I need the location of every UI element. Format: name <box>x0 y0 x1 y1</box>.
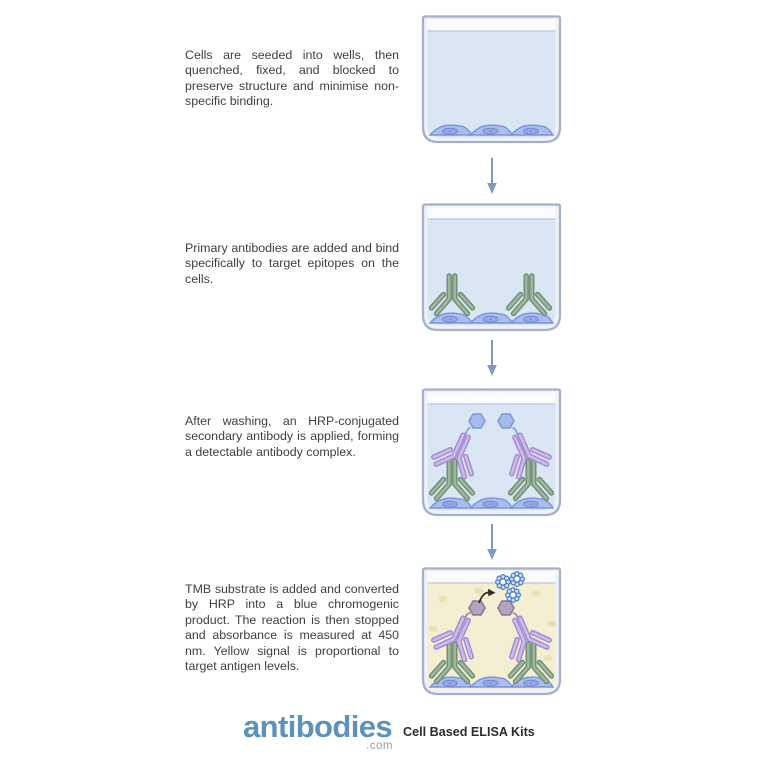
reaction-arrow-icon <box>478 588 496 604</box>
tmb-product-icon <box>509 570 526 588</box>
down-arrow-icon <box>486 157 498 195</box>
hrp-linker <box>464 612 471 619</box>
hrp-enzyme-icon <box>497 413 515 429</box>
down-arrow-icon <box>486 339 498 377</box>
down-arrow-icon <box>486 523 498 561</box>
hrp-enzyme-icon <box>468 600 486 616</box>
step2-description: Primary antibodies are added and bind sp… <box>185 241 399 286</box>
brand-name: antibodies <box>243 709 393 744</box>
well-step2-primary-antibodies-illustration <box>421 203 562 332</box>
step1-description: Cells are seeded into wells, then quench… <box>185 48 399 109</box>
step4-description: TMB substrate is added and converted by … <box>185 582 399 674</box>
tmb-product-icon <box>505 586 522 604</box>
product-caption: Cell Based ELISA Kits <box>403 725 535 739</box>
hrp-linker <box>512 612 519 619</box>
brand-logo: antibodies .com <box>243 709 393 753</box>
hrp-linker <box>512 426 519 436</box>
hrp-enzyme-icon <box>468 413 486 429</box>
well-step1-fixed-cells-illustration <box>421 15 562 144</box>
tmb-product-icon <box>495 573 511 591</box>
brand-tld: .com <box>366 740 393 752</box>
step3-description: After washing, an HRP-conjugated seconda… <box>185 414 399 459</box>
hrp-enzyme-icon <box>497 600 515 616</box>
footer: antibodies .com Cell Based ELISA Kits <box>0 708 764 760</box>
hrp-linker <box>464 426 471 436</box>
well-step3-secondary-antibody-complex-illustration <box>421 388 562 517</box>
well-step4-tmb-reaction-illustration <box>421 567 562 696</box>
